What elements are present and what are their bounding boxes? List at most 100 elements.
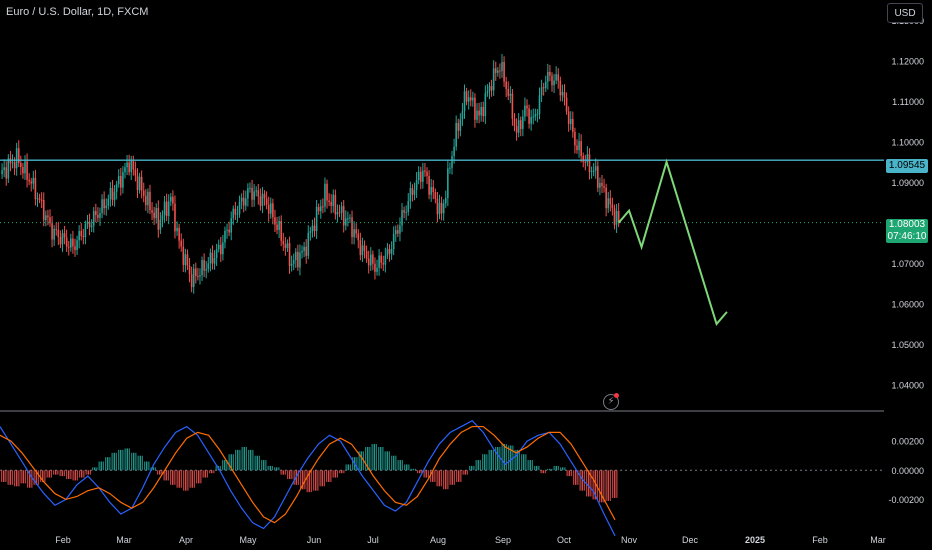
candle-body [219,244,222,255]
candle-body [536,113,539,115]
histogram-bar [369,446,371,471]
histogram-bar [9,470,11,485]
candle-body [222,242,224,255]
candle-body [103,199,105,209]
histogram-bar [503,444,505,471]
candle-body [170,196,172,202]
candle-body [388,248,391,254]
candle-body [45,215,47,221]
candle-body [338,212,341,214]
histogram-bar [5,470,7,482]
candle-body [326,183,328,201]
candle-body [484,93,487,117]
candle-body [67,246,70,248]
candle-body [524,105,526,117]
histogram-bar [139,455,141,471]
candle-body [157,207,160,230]
candle-body [544,81,547,89]
histogram-bar [401,460,403,471]
candle-body [401,210,403,226]
histogram-bar [373,444,375,471]
histogram-bar [115,452,117,471]
candle-body [253,191,255,200]
histogram-bar [265,460,267,471]
histogram-bar [59,470,61,477]
histogram-bar [404,464,406,471]
candle-body [540,87,543,96]
histogram-bar [473,465,475,471]
candle-body [107,198,110,206]
histogram-bar [479,460,481,471]
candle-body [130,161,133,173]
time-tick-label: Apr [179,535,193,545]
histogram-bar [128,448,130,471]
candle-body [386,248,389,256]
candle-body [305,246,308,256]
histogram-bar [271,465,273,471]
candle-body [236,213,239,215]
candle-body [355,229,357,234]
candle-body [599,182,601,188]
candle-body [411,188,414,195]
candle-body [447,168,449,198]
histogram-bar [497,446,499,471]
histogram-bar [395,455,397,471]
candle-body [551,75,553,86]
histogram-bar [557,465,559,471]
histogram-bar [471,465,473,471]
candle-body [399,225,401,234]
candle-body [432,187,435,193]
candle-body [342,206,345,226]
candle-body [351,217,353,238]
candle-body [134,169,137,176]
candle-body [459,119,462,131]
candle-body [438,202,441,215]
lightning-icon[interactable]: ⚡ [603,394,619,410]
histogram-bar [306,470,308,493]
candle-body [572,118,574,132]
candle-body [553,80,555,86]
candle-body [601,182,603,187]
histogram-bar [408,464,410,471]
histogram-bar [256,455,258,471]
candle-body [288,243,291,266]
candle-body [301,251,303,253]
candle-body [469,97,472,101]
histogram-bar [560,467,562,471]
candle-body [526,105,528,109]
histogram-bar [53,470,55,475]
candle-body [151,210,153,213]
candle-body [274,217,276,225]
histogram-bar [178,470,180,488]
histogram-bar [261,460,263,471]
histogram-bar [22,470,24,484]
candle-body [51,223,53,240]
candle-body [382,262,385,265]
histogram-bar [174,470,176,485]
histogram-bar [176,470,178,488]
histogram-bar [445,470,447,490]
histogram-bar [269,465,271,471]
histogram-bar [599,470,601,503]
histogram-bar [66,470,68,480]
histogram-bar [551,468,553,471]
price-tick-label: 1.09000 [891,178,924,188]
histogram-bar [37,470,39,485]
histogram-bar [328,470,330,482]
candle-body [594,166,597,171]
histogram-bar [154,467,156,471]
histogram-bar [280,470,282,475]
histogram-bar [111,452,113,471]
candle-body [394,230,397,235]
candle-body [255,190,258,192]
projection-path[interactable] [617,158,728,327]
candle-body [82,235,85,238]
candle-body [265,198,268,205]
candle-body [547,71,549,82]
candle-body [563,92,566,98]
candle-body [34,177,37,200]
candle-body [249,187,251,189]
histogram-bar [349,464,351,471]
currency-button[interactable]: USD [887,3,923,23]
